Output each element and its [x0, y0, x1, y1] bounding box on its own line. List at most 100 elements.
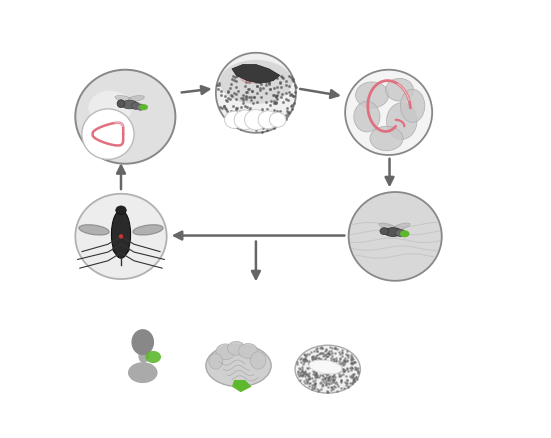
- Point: [287, 90, 295, 97]
- Point: [242, 75, 251, 82]
- Point: [304, 370, 313, 377]
- Point: [341, 372, 350, 379]
- Point: [272, 99, 280, 106]
- Point: [315, 363, 324, 370]
- Point: [311, 380, 320, 387]
- Point: [281, 81, 290, 88]
- Point: [303, 350, 312, 357]
- Ellipse shape: [228, 341, 245, 355]
- Point: [229, 102, 237, 110]
- Point: [299, 370, 308, 377]
- Point: [329, 378, 338, 385]
- Point: [328, 369, 337, 376]
- Point: [255, 118, 263, 125]
- Point: [310, 382, 319, 389]
- Point: [308, 375, 317, 382]
- Point: [245, 79, 253, 86]
- Point: [327, 384, 336, 391]
- Point: [323, 350, 332, 357]
- Point: [340, 354, 349, 361]
- Point: [262, 116, 271, 123]
- Point: [326, 373, 334, 380]
- Ellipse shape: [128, 95, 144, 101]
- Point: [323, 349, 332, 356]
- Point: [330, 383, 339, 390]
- Point: [351, 358, 360, 365]
- Point: [308, 357, 317, 364]
- Point: [253, 99, 262, 106]
- Point: [226, 95, 235, 102]
- Point: [331, 374, 340, 381]
- Point: [343, 376, 352, 383]
- Point: [350, 375, 359, 382]
- Ellipse shape: [119, 234, 123, 239]
- Point: [300, 356, 309, 363]
- Point: [320, 356, 328, 363]
- Point: [228, 75, 236, 82]
- Point: [289, 93, 298, 100]
- Point: [330, 344, 339, 351]
- Point: [337, 377, 345, 384]
- Point: [319, 367, 328, 374]
- Point: [312, 345, 321, 352]
- Point: [333, 365, 342, 372]
- Point: [299, 357, 307, 364]
- Point: [317, 361, 326, 368]
- Point: [229, 118, 237, 125]
- Point: [337, 372, 346, 379]
- Point: [300, 368, 309, 375]
- Point: [294, 367, 302, 374]
- Point: [338, 360, 347, 367]
- Point: [309, 361, 317, 368]
- Point: [236, 126, 245, 133]
- Point: [328, 385, 337, 392]
- Point: [318, 352, 327, 359]
- Point: [332, 346, 341, 353]
- Point: [242, 95, 251, 102]
- Point: [285, 73, 294, 80]
- Point: [244, 85, 252, 92]
- Point: [269, 92, 278, 99]
- Point: [311, 352, 320, 359]
- Point: [278, 74, 287, 81]
- Point: [305, 358, 314, 365]
- Ellipse shape: [370, 126, 403, 151]
- Point: [321, 377, 330, 384]
- Point: [324, 364, 333, 371]
- Point: [223, 88, 232, 95]
- Point: [316, 345, 325, 352]
- Ellipse shape: [393, 223, 410, 230]
- Point: [285, 92, 294, 99]
- Point: [310, 385, 318, 392]
- Point: [336, 367, 344, 374]
- Point: [328, 372, 337, 379]
- Point: [257, 80, 266, 87]
- Point: [228, 92, 236, 99]
- Point: [326, 376, 335, 383]
- Point: [257, 129, 266, 136]
- Point: [348, 365, 356, 372]
- Point: [301, 352, 310, 359]
- Point: [213, 81, 222, 88]
- Point: [241, 79, 250, 86]
- Point: [350, 359, 359, 366]
- Point: [339, 366, 348, 373]
- Point: [347, 359, 355, 366]
- Point: [259, 124, 268, 131]
- Point: [293, 359, 302, 366]
- Point: [330, 376, 339, 383]
- Point: [308, 356, 317, 363]
- Point: [242, 93, 251, 100]
- Point: [231, 74, 240, 81]
- Point: [298, 371, 307, 378]
- Point: [350, 371, 359, 378]
- Point: [317, 371, 326, 378]
- Point: [354, 367, 363, 374]
- Ellipse shape: [75, 194, 167, 279]
- Point: [326, 354, 335, 361]
- Point: [345, 379, 354, 386]
- Point: [328, 345, 337, 352]
- Point: [320, 357, 328, 364]
- Point: [325, 350, 333, 357]
- Point: [288, 101, 296, 108]
